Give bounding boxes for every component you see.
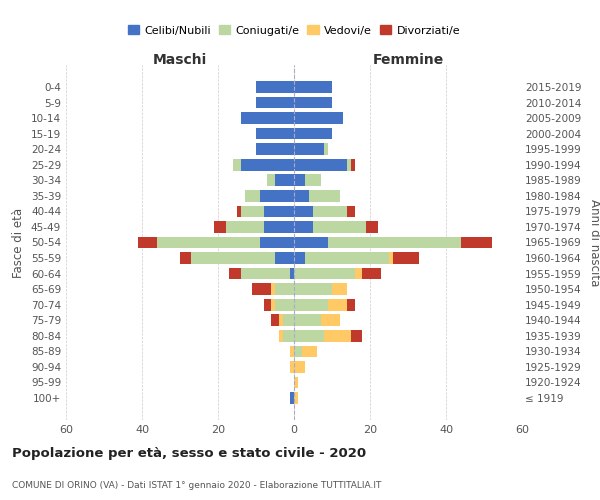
Bar [241, 268, 290, 280]
Bar [241, 206, 263, 217]
Bar [294, 252, 305, 264]
Text: Popolazione per età, sesso e stato civile - 2020: Popolazione per età, sesso e stato civil… [12, 448, 366, 460]
Bar [294, 128, 332, 140]
Bar [252, 284, 271, 295]
Bar [229, 268, 241, 280]
Bar [283, 314, 294, 326]
Bar [332, 284, 347, 295]
Bar [302, 346, 317, 357]
Bar [294, 284, 332, 295]
Bar [294, 392, 298, 404]
Bar [279, 314, 283, 326]
Bar [268, 174, 275, 186]
Bar [294, 376, 298, 388]
Bar [138, 236, 157, 248]
Bar [275, 252, 294, 264]
Bar [347, 159, 351, 170]
Bar [328, 236, 461, 248]
Bar [294, 268, 355, 280]
Bar [256, 144, 294, 155]
Bar [325, 144, 328, 155]
Bar [290, 346, 294, 357]
Text: Maschi: Maschi [153, 52, 207, 66]
Bar [294, 174, 305, 186]
Bar [294, 112, 343, 124]
Bar [347, 206, 355, 217]
Bar [241, 112, 294, 124]
Bar [305, 174, 320, 186]
Bar [294, 330, 325, 342]
Bar [393, 252, 419, 264]
Bar [245, 190, 260, 202]
Bar [294, 236, 328, 248]
Bar [263, 299, 271, 310]
Bar [290, 392, 294, 404]
Bar [294, 361, 305, 373]
Bar [283, 330, 294, 342]
Bar [328, 299, 347, 310]
Bar [275, 299, 294, 310]
Bar [256, 128, 294, 140]
Bar [294, 221, 313, 233]
Bar [351, 330, 362, 342]
Bar [214, 221, 226, 233]
Bar [237, 206, 241, 217]
Y-axis label: Anni di nascita: Anni di nascita [588, 199, 600, 286]
Bar [355, 268, 362, 280]
Bar [325, 330, 351, 342]
Bar [260, 190, 294, 202]
Bar [309, 190, 340, 202]
Text: Femmine: Femmine [373, 52, 443, 66]
Bar [263, 206, 294, 217]
Bar [241, 159, 294, 170]
Bar [461, 236, 491, 248]
Bar [294, 81, 332, 93]
Bar [260, 236, 294, 248]
Bar [191, 252, 275, 264]
Bar [313, 221, 366, 233]
Bar [271, 314, 279, 326]
Bar [294, 314, 320, 326]
Bar [263, 221, 294, 233]
Bar [305, 252, 389, 264]
Bar [294, 299, 328, 310]
Bar [279, 330, 283, 342]
Bar [271, 284, 275, 295]
Bar [294, 346, 302, 357]
Bar [294, 144, 325, 155]
Bar [290, 268, 294, 280]
Bar [256, 81, 294, 93]
Bar [256, 96, 294, 108]
Bar [294, 96, 332, 108]
Bar [275, 284, 294, 295]
Y-axis label: Fasce di età: Fasce di età [13, 208, 25, 278]
Bar [366, 221, 377, 233]
Bar [271, 299, 275, 310]
Bar [362, 268, 382, 280]
Bar [313, 206, 347, 217]
Bar [290, 361, 294, 373]
Bar [389, 252, 393, 264]
Bar [347, 299, 355, 310]
Bar [157, 236, 260, 248]
Text: COMUNE DI ORINO (VA) - Dati ISTAT 1° gennaio 2020 - Elaborazione TUTTITALIA.IT: COMUNE DI ORINO (VA) - Dati ISTAT 1° gen… [12, 480, 382, 490]
Bar [226, 221, 263, 233]
Bar [294, 190, 309, 202]
Bar [320, 314, 340, 326]
Bar [294, 159, 347, 170]
Legend: Celibi/Nubili, Coniugati/e, Vedovi/e, Divorziati/e: Celibi/Nubili, Coniugati/e, Vedovi/e, Di… [124, 21, 464, 40]
Bar [180, 252, 191, 264]
Bar [351, 159, 355, 170]
Bar [233, 159, 241, 170]
Bar [294, 206, 313, 217]
Bar [275, 174, 294, 186]
